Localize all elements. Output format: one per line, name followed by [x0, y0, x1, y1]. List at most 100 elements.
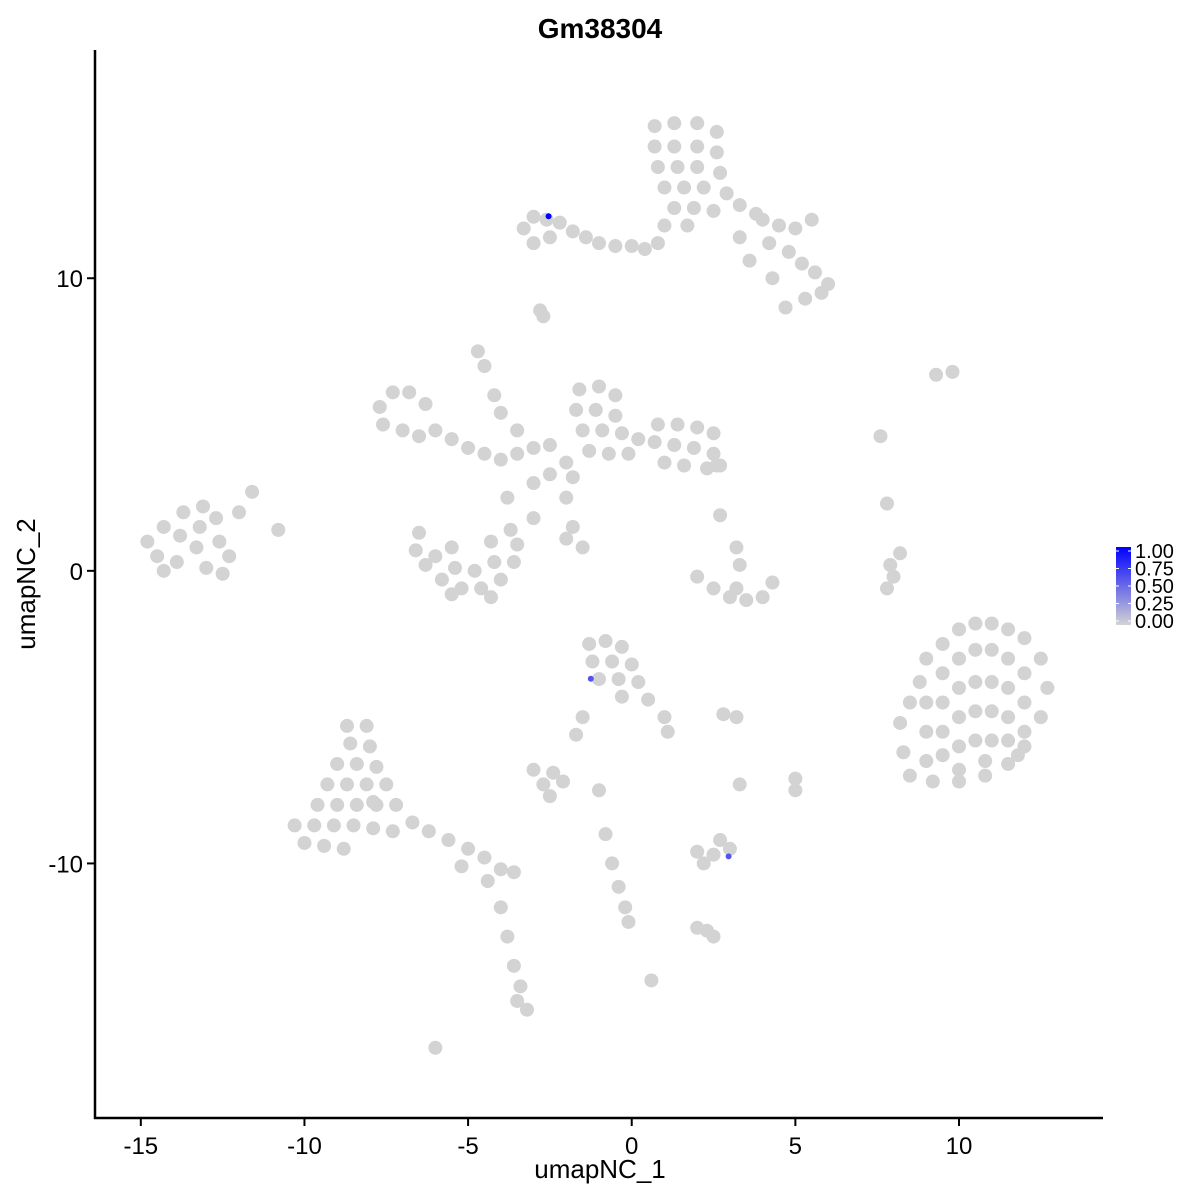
cell-point: [245, 484, 260, 499]
cell-point: [441, 833, 456, 848]
cell-point: [480, 873, 495, 888]
cell-point: [706, 847, 721, 862]
cell-point: [556, 774, 570, 789]
cell-point: [696, 856, 711, 871]
cell-point: [968, 616, 983, 631]
colorbar-label: 0.00: [1135, 611, 1174, 633]
cell-point: [542, 789, 557, 804]
colorbar-legend: 1.000.750.500.250.00: [1116, 541, 1174, 633]
cell-point: [1001, 733, 1016, 748]
cell-point: [657, 218, 672, 233]
cell-point: [402, 385, 417, 400]
cell-point: [474, 581, 489, 596]
cell-point: [359, 777, 374, 792]
cell-point: [506, 865, 521, 880]
cell-point: [614, 426, 629, 441]
cell-point: [546, 765, 561, 780]
cell-point: [189, 540, 204, 555]
x-tick-label: 10: [946, 1133, 973, 1160]
cell-point: [395, 423, 410, 438]
expressing-cell-point: [545, 213, 552, 220]
cell-point: [379, 777, 394, 792]
cell-point: [526, 762, 541, 777]
cell-point: [575, 710, 590, 725]
cell-point: [412, 525, 426, 540]
cell-point: [1033, 651, 1048, 666]
cell-point: [310, 797, 325, 812]
cell-point: [804, 212, 819, 227]
cell-point: [883, 557, 898, 572]
cell-point: [755, 212, 770, 227]
cell-point: [176, 505, 191, 520]
cell-point: [359, 718, 374, 733]
cell-point: [598, 827, 613, 842]
cell-point: [935, 636, 950, 651]
cell-point: [935, 695, 950, 710]
cell-point: [808, 265, 822, 280]
cell-point: [631, 675, 646, 690]
cell-point: [706, 581, 721, 596]
cell-point: [349, 797, 364, 812]
cell-point: [778, 300, 793, 315]
cell-point: [739, 593, 754, 608]
cell-point: [690, 116, 705, 131]
cell-point: [444, 540, 459, 555]
cell-point: [670, 160, 685, 175]
cell-point: [624, 657, 639, 672]
cell-point: [709, 458, 724, 473]
cell-point: [542, 467, 557, 482]
cell-point: [902, 695, 917, 710]
cell-point: [781, 244, 796, 259]
cell-point: [902, 768, 917, 783]
cell-point: [677, 180, 692, 195]
cell-point: [722, 841, 737, 856]
cell-point: [526, 209, 541, 224]
cell-point: [611, 879, 626, 894]
cell-point: [772, 218, 786, 233]
cell-point: [510, 537, 525, 552]
cell-point: [968, 704, 983, 719]
colorbar-label: 0.50: [1135, 576, 1174, 598]
cell-point: [1033, 710, 1048, 725]
cell-point: [461, 841, 476, 856]
y-tick-label: 10: [56, 266, 83, 293]
cell-point: [582, 636, 597, 651]
cell-point: [340, 718, 354, 733]
cell-point: [968, 642, 983, 657]
x-axis-label: umapNC_1: [534, 1154, 666, 1184]
cell-point: [631, 432, 646, 447]
cell-point: [592, 379, 606, 394]
cell-point: [510, 993, 525, 1008]
cell-point: [516, 221, 531, 236]
cell-point: [542, 438, 557, 453]
cell-point: [287, 818, 302, 833]
cell-point: [709, 124, 724, 139]
x-tick-label: -5: [457, 1133, 478, 1160]
cell-point: [362, 739, 377, 754]
cell-point: [428, 549, 443, 564]
cell-point: [952, 651, 966, 666]
expressing-points: [545, 213, 732, 860]
cell-point: [448, 560, 462, 575]
cell-point: [1040, 680, 1055, 695]
cell-point: [389, 797, 404, 812]
cell-point: [418, 397, 433, 412]
cell-point: [317, 838, 332, 853]
cell-point: [601, 446, 616, 461]
cell-point: [706, 929, 721, 944]
cell-point: [732, 198, 747, 213]
cell-point: [526, 440, 541, 455]
cell-point: [336, 841, 351, 856]
cell-point: [880, 496, 894, 511]
cell-point: [713, 508, 728, 523]
cell-point: [1017, 666, 1032, 681]
cell-point: [510, 446, 525, 461]
background-points: [140, 116, 1055, 1055]
cell-point: [444, 432, 459, 447]
cell-point: [945, 364, 960, 379]
cell-point: [686, 440, 701, 455]
cell-point: [595, 423, 610, 438]
x-tick-label: -10: [287, 1133, 322, 1160]
cell-point: [307, 818, 322, 833]
cell-point: [575, 423, 590, 438]
